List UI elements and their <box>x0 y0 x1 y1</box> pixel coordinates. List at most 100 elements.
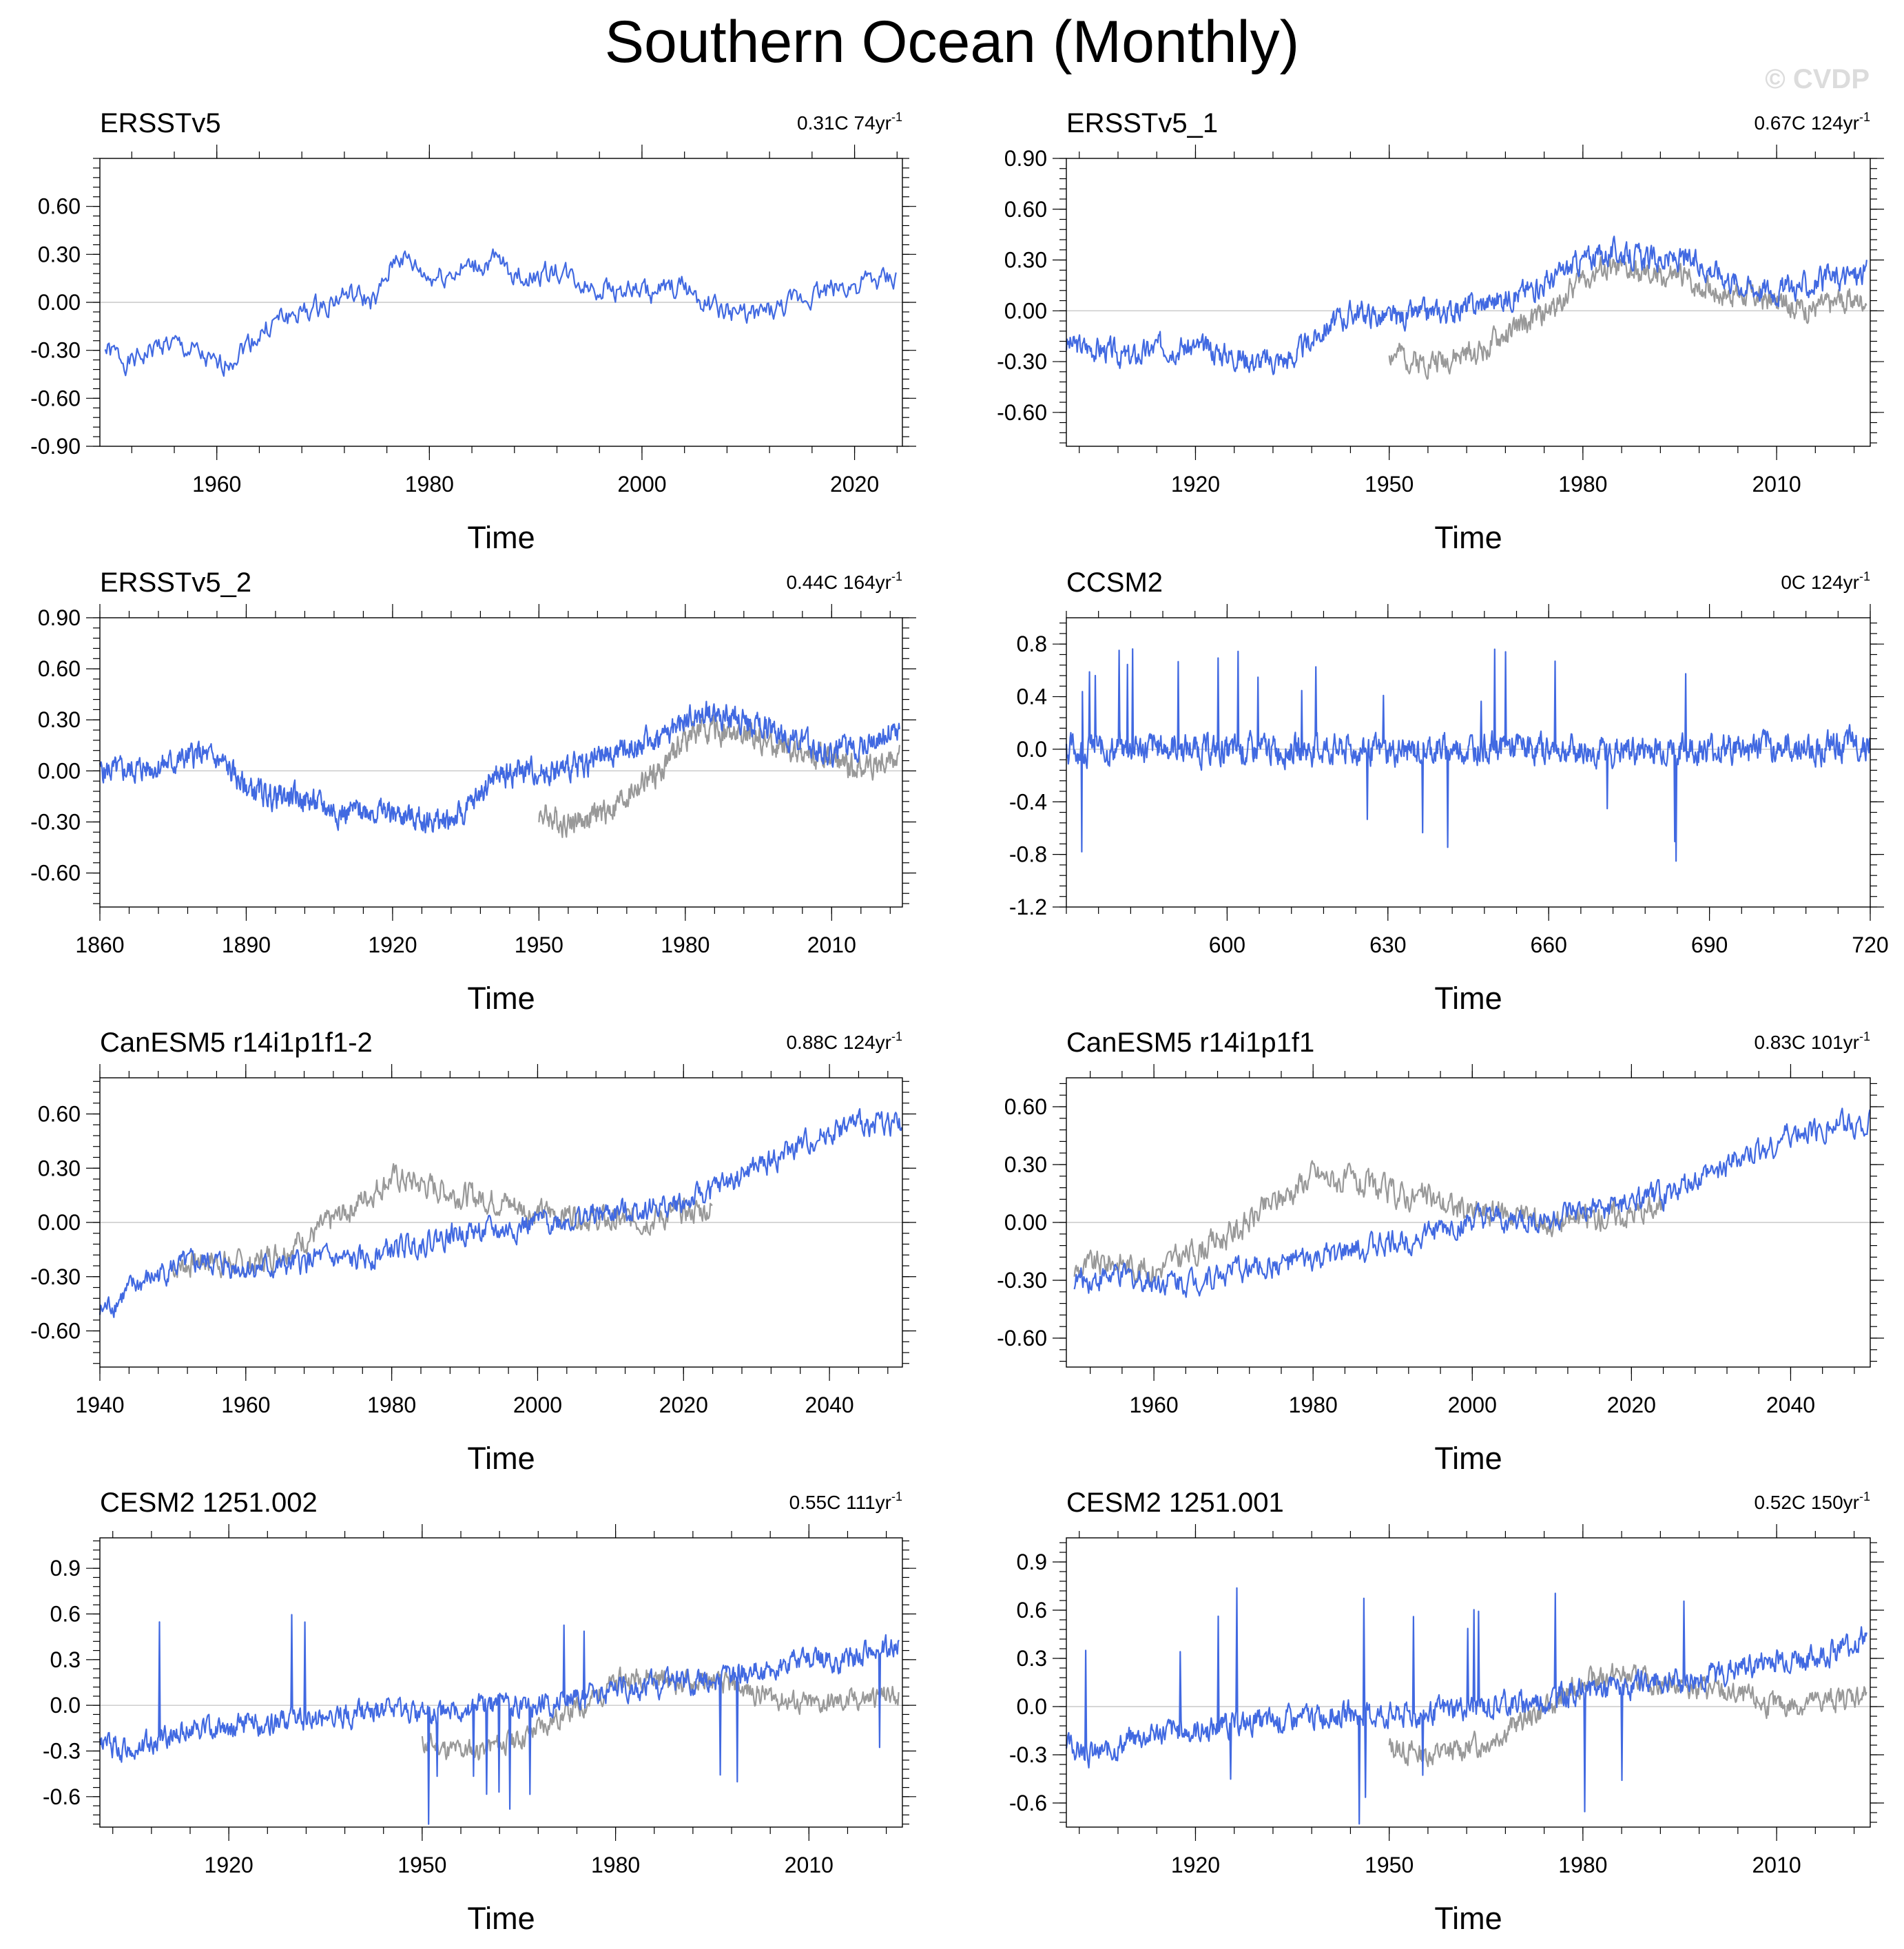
panel-title: ERSSTv5_1 <box>1066 108 1218 138</box>
x-tick-label: 630 <box>1369 932 1406 957</box>
y-tick-label: 0.60 <box>1004 1094 1047 1119</box>
series-line-primary <box>1065 648 1871 862</box>
watermark: © CVDP <box>1765 64 1870 94</box>
series-line-primary <box>99 700 900 834</box>
chart-panel-4: CCSM2 0C 124yr-1 -1.2 -0.8 -0.4 0.0 0.4 0.8 600 6… <box>1009 567 1889 1016</box>
y-tick-label: -0.90 <box>30 434 81 459</box>
x-tick-label: 600 <box>1209 932 1245 957</box>
x-tick-label: 1980 <box>367 1393 416 1417</box>
x-axis-label: Time <box>1434 981 1502 1016</box>
y-tick-label: -0.60 <box>30 861 81 886</box>
trend-label: 0.52C 150yr-1 <box>1754 1490 1870 1513</box>
series-line-primary <box>104 248 897 377</box>
y-tick-label: 0.00 <box>38 1210 81 1235</box>
y-tick-label: -1.2 <box>1009 895 1047 919</box>
trend-label: 0.67C 124yr-1 <box>1754 110 1870 134</box>
series-line-primary <box>99 1614 900 1825</box>
y-tick-label: -0.30 <box>30 809 81 834</box>
y-tick-label: -0.30 <box>997 349 1047 374</box>
series-line-comparison <box>1073 1160 1664 1288</box>
x-tick-label: 1980 <box>1558 1853 1607 1877</box>
y-tick-label: 0.3 <box>50 1647 81 1672</box>
x-tick-label: 1980 <box>591 1853 640 1877</box>
series-line-comparison <box>538 713 900 838</box>
y-tick-label: -0.8 <box>1009 842 1047 867</box>
y-tick-label: 0.60 <box>38 194 81 219</box>
x-tick-label: 690 <box>1691 932 1728 957</box>
y-tick-label: 0.4 <box>1017 685 1047 709</box>
x-tick-label: 1960 <box>192 472 241 497</box>
x-axis-label: Time <box>467 520 535 555</box>
y-tick-label: 0.6 <box>1017 1598 1047 1623</box>
y-tick-label: 0.60 <box>1004 197 1047 222</box>
chart-panel-2: ERSSTv5_1 0.67C 124yr-1 -0.60 -0.30 0.00 0.30… <box>997 108 1884 555</box>
y-tick-label: -0.30 <box>30 338 81 363</box>
y-tick-label: 0.90 <box>1004 146 1047 171</box>
x-tick-label: 660 <box>1531 932 1567 957</box>
y-tick-label: 0.3 <box>1017 1646 1047 1671</box>
panel-title: ERSSTv5_2 <box>100 567 251 598</box>
y-tick-label: 0.60 <box>38 1102 81 1127</box>
x-tick-label: 2020 <box>830 472 879 497</box>
y-tick-label: 0.00 <box>1004 1210 1047 1235</box>
x-tick-label: 1940 <box>75 1393 124 1417</box>
y-tick-label: -0.4 <box>1009 789 1047 814</box>
x-tick-label: 1960 <box>1130 1393 1179 1417</box>
y-tick-label: 0.9 <box>50 1556 81 1581</box>
x-tick-label: 1980 <box>1558 472 1607 497</box>
x-tick-label: 1920 <box>205 1853 253 1877</box>
y-tick-label: 0.00 <box>38 290 81 315</box>
panel-title: CCSM2 <box>1066 567 1163 598</box>
chart-panel-5: CanESM5 r14i1p1f1-2 0.88C 124yr-1 -0.60 -0.… <box>30 1028 916 1476</box>
plot-frame <box>1066 158 1871 447</box>
x-tick-label: 2010 <box>1752 472 1801 497</box>
x-tick-label: 2040 <box>1766 1393 1815 1417</box>
x-axis-label: Time <box>467 981 535 1016</box>
x-tick-label: 2010 <box>807 932 856 957</box>
panel-title: CESM2 1251.001 <box>1066 1488 1284 1518</box>
x-tick-label: 1920 <box>1171 472 1220 497</box>
trend-label: 0.31C 74yr-1 <box>797 110 902 134</box>
y-tick-label: -0.6 <box>43 1784 81 1809</box>
x-tick-label: 1950 <box>515 932 563 957</box>
page-title: Southern Ocean (Monthly) <box>604 9 1300 75</box>
y-tick-label: 0.0 <box>50 1693 81 1718</box>
x-axis-label: Time <box>1434 1901 1502 1936</box>
y-tick-label: 0.60 <box>38 656 81 681</box>
y-tick-label: 0.30 <box>38 1156 81 1180</box>
trend-label: 0.83C 101yr-1 <box>1754 1030 1870 1053</box>
y-tick-label: 0.8 <box>1017 632 1047 656</box>
x-tick-label: 2000 <box>1448 1393 1497 1417</box>
x-tick-label: 2020 <box>659 1393 708 1417</box>
y-tick-label: 0.9 <box>1017 1550 1047 1574</box>
x-tick-label: 1950 <box>397 1853 446 1877</box>
x-tick-label: 720 <box>1852 932 1888 957</box>
x-tick-label: 2010 <box>785 1853 834 1877</box>
y-tick-label: 0.0 <box>1017 1694 1047 1719</box>
x-axis-label: Time <box>467 1441 535 1476</box>
panel-title: ERSSTv5 <box>100 108 221 138</box>
x-tick-label: 2010 <box>1752 1853 1801 1877</box>
chart-panel-1: ERSSTv5 0.31C 74yr-1 -0.90 -0.60 -0.30 0.00 0.… <box>30 108 916 555</box>
y-tick-label: -0.30 <box>30 1264 81 1289</box>
x-tick-label: 2000 <box>513 1393 562 1417</box>
y-tick-label: -0.3 <box>1009 1742 1047 1767</box>
panel-title: CanESM5 r14i1p1f1 <box>1066 1028 1314 1058</box>
chart-panel-6: CanESM5 r14i1p1f1 0.83C 101yr-1 -0.60 -0.30… <box>997 1028 1884 1476</box>
x-axis-label: Time <box>1434 520 1502 555</box>
plot-frame <box>1066 1537 1871 1828</box>
x-tick-label: 1980 <box>1289 1393 1338 1417</box>
series-line-primary <box>1065 1587 1867 1825</box>
x-tick-label: 1920 <box>368 932 417 957</box>
y-tick-label: -0.60 <box>30 386 81 410</box>
y-tick-label: -0.60 <box>997 1326 1047 1351</box>
x-axis-label: Time <box>1434 1441 1502 1476</box>
y-tick-label: 0.00 <box>38 758 81 783</box>
x-tick-label: 1890 <box>222 932 271 957</box>
trend-label: 0.44C 164yr-1 <box>786 570 902 593</box>
chart-panel-8: CESM2 1251.001 0.52C 150yr-1 -0.6 -0.3 0.0 0.… <box>1009 1488 1884 1936</box>
y-tick-label: 0.30 <box>38 242 81 267</box>
x-axis-label: Time <box>467 1901 535 1936</box>
chart-panel-7: CESM2 1251.002 0.55C 111yr-1 -0.6 -0.3 0.0 0.… <box>43 1488 916 1936</box>
series-line-primary <box>99 1107 903 1318</box>
